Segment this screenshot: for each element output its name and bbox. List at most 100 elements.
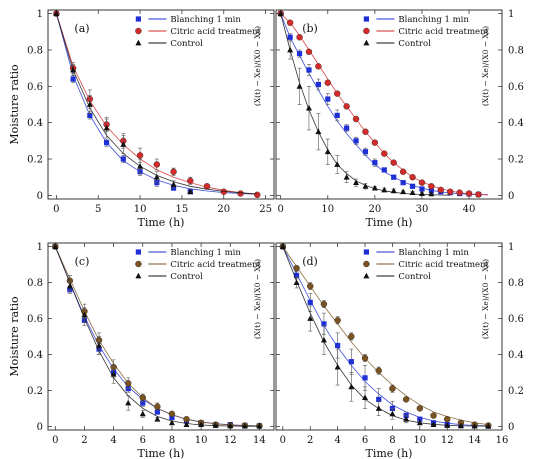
data-point bbox=[296, 83, 303, 89]
data-point bbox=[352, 115, 360, 123]
x-tick-label: 2 bbox=[307, 435, 313, 446]
y-tick-label: 0.8 bbox=[27, 278, 43, 289]
data-point bbox=[390, 159, 397, 166]
y-tick-label: 0.6 bbox=[508, 82, 524, 93]
data-point bbox=[187, 177, 194, 185]
data-point bbox=[279, 243, 286, 249]
data-point bbox=[353, 138, 359, 144]
legend-marker bbox=[363, 16, 369, 22]
data-point bbox=[154, 416, 161, 422]
x-tick-label: 25 bbox=[259, 204, 272, 215]
data-point bbox=[409, 173, 416, 181]
y-tick-label: 0.2 bbox=[27, 386, 43, 397]
y-tick-label: 0.8 bbox=[508, 45, 524, 56]
data-point bbox=[66, 282, 73, 289]
chart-panel-b: 0 10 20 30 40 0 0.2 0.4 0.6 0.8 1 Time (h) (X(t) − X… bbox=[275, 9, 524, 229]
data-point bbox=[343, 103, 350, 110]
panel-label: (b) bbox=[302, 22, 318, 35]
legend-label: Control bbox=[170, 272, 203, 282]
x-tick-label: 6 bbox=[140, 435, 146, 446]
y-tick-label: 0 bbox=[508, 422, 514, 433]
plot-frame bbox=[47, 242, 275, 431]
x-tick-label: 4 bbox=[334, 435, 340, 446]
data-point bbox=[409, 189, 416, 196]
data-point bbox=[428, 190, 435, 197]
data-point bbox=[409, 183, 416, 189]
data-point bbox=[344, 125, 350, 131]
legend: Blanching 1 min Citric acid treatment Cont… bbox=[135, 15, 262, 49]
data-point bbox=[375, 367, 382, 374]
y-axis-fraction-label: (X(t) − Xe)/(X0 − Xe) bbox=[481, 259, 490, 339]
data-point bbox=[212, 422, 219, 428]
data-point bbox=[137, 163, 144, 169]
y-tick-label: 0 bbox=[37, 191, 43, 202]
plot-frame bbox=[275, 9, 503, 200]
legend-label: Blanching 1 min bbox=[398, 248, 469, 258]
legend-marker bbox=[363, 272, 370, 279]
data-point bbox=[381, 167, 387, 173]
data-point bbox=[315, 81, 321, 88]
series-circle bbox=[52, 243, 263, 430]
data-point bbox=[324, 79, 331, 86]
x-tick-label: 10 bbox=[413, 435, 426, 446]
data-point bbox=[287, 46, 294, 53]
y-tick-label: 0.2 bbox=[508, 155, 524, 166]
x-tick-label: 0 bbox=[278, 204, 284, 215]
series-circle bbox=[53, 10, 261, 199]
data-point bbox=[81, 311, 88, 318]
data-point bbox=[419, 186, 425, 192]
series-square bbox=[278, 11, 488, 198]
data-point bbox=[320, 336, 327, 343]
data-point bbox=[241, 422, 248, 429]
x-tick-label: 8 bbox=[169, 435, 175, 446]
y-tick-label: 0.6 bbox=[508, 314, 524, 325]
legend-marker bbox=[135, 272, 142, 279]
data-point bbox=[70, 66, 77, 73]
x-axis-label: Time (h) bbox=[138, 216, 185, 229]
data-point bbox=[120, 141, 127, 147]
data-point bbox=[371, 184, 378, 191]
x-tick-label: 10 bbox=[321, 204, 334, 215]
panel-label: (a) bbox=[74, 22, 89, 35]
x-tick-label: 14 bbox=[468, 435, 481, 446]
legend-marker bbox=[135, 249, 141, 255]
data-point bbox=[168, 419, 175, 426]
data-point bbox=[315, 128, 322, 135]
data-point bbox=[305, 48, 313, 55]
x-tick-label: 20 bbox=[217, 204, 230, 215]
data-point bbox=[418, 179, 426, 186]
y-tick-label: 0.2 bbox=[508, 386, 524, 397]
data-point bbox=[362, 149, 369, 155]
data-point bbox=[52, 243, 59, 249]
data-point bbox=[430, 421, 437, 428]
data-point bbox=[110, 371, 117, 377]
data-point bbox=[475, 191, 482, 198]
data-point bbox=[321, 321, 327, 327]
y-axis-label: Moisture ratio bbox=[8, 296, 21, 377]
y-tick-label: 0.4 bbox=[27, 350, 43, 361]
x-tick-label: 0 bbox=[280, 435, 286, 446]
data-point bbox=[447, 188, 454, 195]
x-tick-label: 8 bbox=[389, 435, 395, 446]
data-point bbox=[389, 410, 396, 417]
data-point bbox=[324, 148, 331, 155]
chart-panel-a: 0 5 10 15 20 25 0 0.2 0.4 0.6 0.8 1 Time (h) Moisture… bbox=[8, 9, 275, 229]
panel-label: (c) bbox=[75, 255, 90, 268]
data-point bbox=[343, 173, 350, 180]
data-point bbox=[437, 186, 444, 194]
legend-marker bbox=[135, 260, 142, 268]
data-point bbox=[399, 168, 407, 175]
data-point bbox=[170, 181, 177, 187]
data-point bbox=[154, 403, 161, 410]
data-point bbox=[183, 416, 190, 423]
legend: Blanching 1 min Citric acid treatment Cont… bbox=[135, 248, 262, 282]
data-point bbox=[227, 422, 234, 429]
data-point bbox=[306, 67, 312, 73]
data-point bbox=[153, 173, 160, 180]
data-point bbox=[183, 421, 190, 428]
x-tick-label: 15 bbox=[176, 204, 189, 215]
x-tick-label: 40 bbox=[463, 204, 476, 215]
fit-curve bbox=[54, 246, 260, 427]
data-point bbox=[293, 264, 300, 272]
legend-marker bbox=[135, 16, 141, 22]
